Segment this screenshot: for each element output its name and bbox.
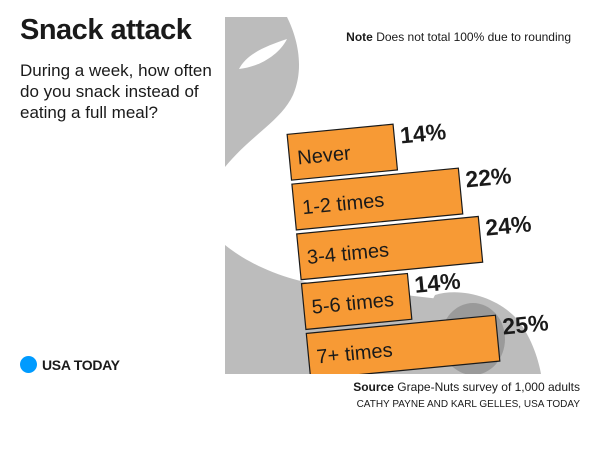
usa-today-logo: USA TODAY	[20, 356, 120, 373]
note-text: Does not total 100% due to rounding	[376, 30, 571, 44]
hand-nail-shape	[239, 39, 287, 69]
credit-line: CATHY PAYNE AND KARL GELLES, USA TODAY	[356, 399, 580, 410]
value-label-3: 14%	[413, 267, 461, 297]
source-label: Source	[353, 380, 394, 394]
bar-0	[286, 123, 399, 181]
value-label-4: 25%	[501, 309, 549, 339]
value-label-0: 14%	[399, 118, 447, 148]
logo-text: USA TODAY	[42, 356, 120, 373]
source-text: Grape-Nuts survey of 1,000 adults	[397, 380, 580, 394]
bar-2	[296, 215, 484, 281]
survey-question: During a week, how often do you snack in…	[20, 61, 212, 122]
hand-upper-shape	[225, 17, 300, 167]
bar-4	[305, 314, 501, 374]
source-line: Source Grape-Nuts survey of 1,000 adults	[353, 380, 580, 394]
value-label-2: 24%	[484, 210, 532, 240]
note-label: Note	[346, 30, 373, 44]
bar-3	[300, 272, 413, 331]
bar-1	[291, 167, 464, 231]
logo-circle-icon	[20, 356, 37, 373]
value-label-1: 22%	[464, 162, 512, 192]
page-title: Snack attack	[20, 14, 192, 46]
chart-note: Note Does not total 100% due to rounding	[346, 30, 571, 44]
category-label-0: Never	[296, 142, 352, 169]
